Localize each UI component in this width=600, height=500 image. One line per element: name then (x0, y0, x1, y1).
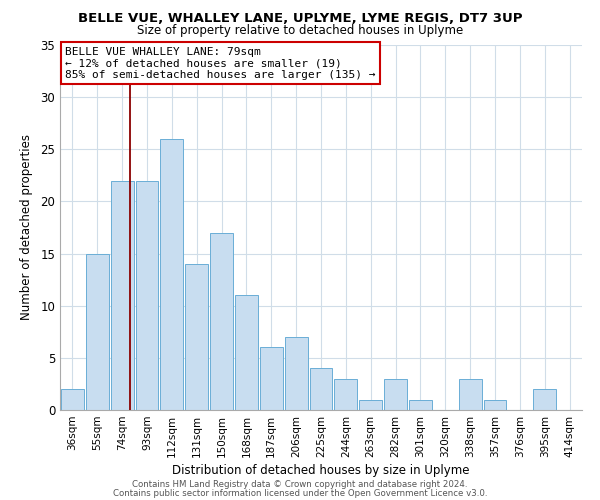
Bar (260, 348, 283, 410)
Y-axis label: Number of detached properties: Number of detached properties (20, 134, 34, 320)
Bar (185, 264, 208, 410)
Bar (384, 378, 407, 410)
Bar (235, 296, 258, 410)
Bar (86, 254, 109, 410)
Bar (334, 378, 357, 410)
Bar (533, 389, 556, 410)
Text: BELLE VUE WHALLEY LANE: 79sqm
← 12% of detached houses are smaller (19)
85% of s: BELLE VUE WHALLEY LANE: 79sqm ← 12% of d… (65, 47, 376, 80)
Bar (310, 368, 332, 410)
Text: Contains public sector information licensed under the Open Government Licence v3: Contains public sector information licen… (113, 488, 487, 498)
Bar (459, 378, 482, 410)
Bar (61, 389, 84, 410)
Bar (136, 180, 158, 410)
Text: BELLE VUE, WHALLEY LANE, UPLYME, LYME REGIS, DT7 3UP: BELLE VUE, WHALLEY LANE, UPLYME, LYME RE… (78, 12, 522, 26)
Bar (111, 180, 134, 410)
Bar (160, 139, 183, 410)
Bar (409, 400, 432, 410)
Text: Size of property relative to detached houses in Uplyme: Size of property relative to detached ho… (137, 24, 463, 37)
Bar (285, 337, 308, 410)
Bar (210, 232, 233, 410)
X-axis label: Distribution of detached houses by size in Uplyme: Distribution of detached houses by size … (172, 464, 470, 477)
Text: Contains HM Land Registry data © Crown copyright and database right 2024.: Contains HM Land Registry data © Crown c… (132, 480, 468, 489)
Bar (484, 400, 506, 410)
Bar (359, 400, 382, 410)
